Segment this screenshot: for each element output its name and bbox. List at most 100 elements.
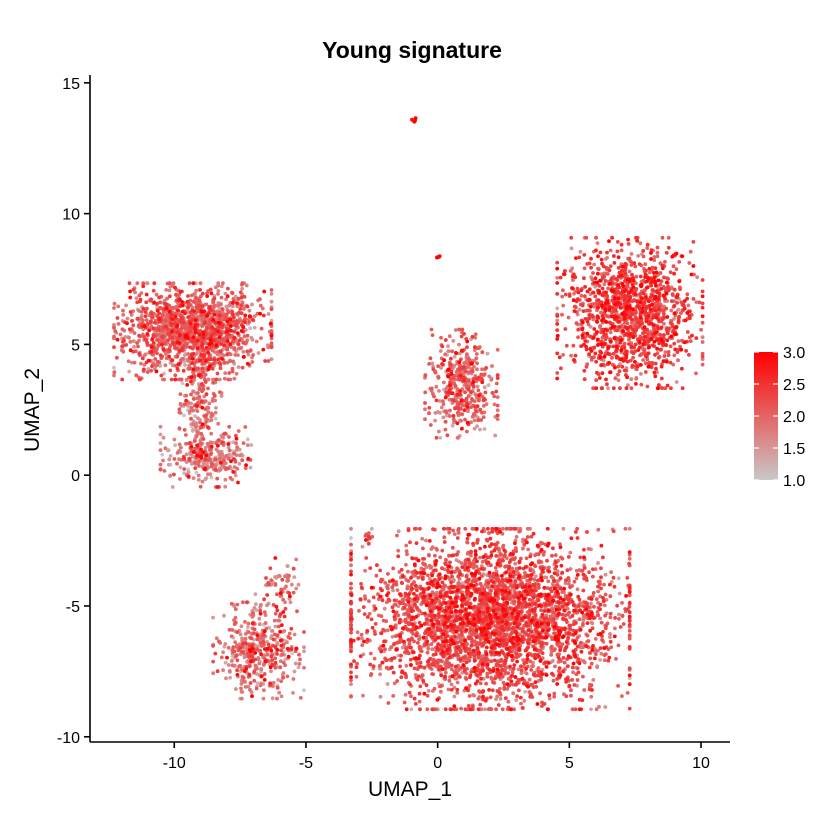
data-point [699, 327, 703, 332]
data-point [302, 688, 306, 693]
data-point [447, 530, 452, 535]
data-point [478, 681, 483, 686]
data-point [406, 569, 410, 574]
data-point [587, 570, 591, 575]
data-point [425, 707, 430, 712]
data-point [243, 425, 248, 429]
data-point [121, 308, 125, 313]
data-point [456, 410, 461, 415]
data-point [215, 371, 220, 376]
data-point [178, 465, 183, 470]
data-point [132, 345, 137, 349]
data-point [438, 349, 443, 353]
data-point [473, 332, 478, 337]
data-point [428, 356, 433, 361]
data-point [164, 352, 168, 357]
data-point [213, 457, 218, 462]
data-point [294, 586, 299, 591]
data-point [284, 584, 288, 589]
data-point [495, 694, 500, 699]
data-point [195, 409, 200, 413]
data-point [222, 361, 227, 365]
data-point [606, 286, 610, 291]
data-point [514, 698, 519, 702]
data-point [233, 294, 238, 299]
data-point [674, 267, 679, 271]
data-point [478, 555, 482, 560]
data-point [213, 464, 218, 469]
data-point [467, 370, 471, 375]
data-point [220, 307, 225, 312]
data-point [510, 630, 514, 635]
data-point [555, 569, 560, 574]
data-point [485, 584, 490, 589]
data-point [610, 356, 614, 360]
data-point [591, 678, 596, 682]
data-point [385, 682, 390, 686]
data-point [224, 676, 228, 681]
data-point [552, 694, 557, 699]
data-point [531, 685, 536, 689]
data-point [221, 650, 226, 655]
data-point [248, 465, 253, 470]
data-point [259, 603, 263, 607]
data-point [171, 281, 176, 286]
data-point [447, 334, 452, 339]
data-point [258, 303, 263, 308]
data-point [294, 557, 299, 562]
data-point [429, 386, 434, 391]
data-point [495, 395, 500, 399]
data-point [663, 260, 667, 264]
data-point [593, 567, 598, 571]
data-point [481, 404, 486, 408]
data-point [293, 661, 298, 666]
data-point [482, 385, 487, 390]
data-point [571, 343, 576, 348]
data-point [255, 666, 259, 671]
data-point [460, 327, 465, 332]
data-point [443, 427, 448, 432]
data-point [191, 299, 196, 304]
data-point [221, 668, 226, 672]
data-point [211, 377, 215, 382]
data-point [257, 661, 262, 666]
data-point [486, 383, 491, 387]
data-point [439, 689, 443, 694]
data-point [451, 339, 456, 343]
data-point [575, 587, 580, 592]
data-point [594, 652, 598, 657]
data-point [193, 414, 198, 419]
data-point [603, 592, 608, 597]
data-point [444, 557, 448, 562]
data-point [455, 566, 459, 571]
data-point [608, 635, 612, 639]
data-point [483, 707, 487, 712]
data-point [514, 549, 519, 553]
data-point [466, 378, 471, 383]
data-point [154, 292, 159, 297]
data-point [395, 679, 400, 683]
data-point [476, 418, 481, 423]
data-point [249, 443, 254, 447]
data-point [255, 647, 259, 652]
data-point [599, 620, 604, 625]
data-point [492, 394, 497, 399]
data-point [429, 327, 434, 332]
data-point [210, 412, 214, 416]
data-point [553, 664, 557, 669]
data-point [521, 546, 525, 551]
data-point [386, 628, 390, 633]
data-point [589, 683, 594, 688]
data-point [692, 272, 696, 277]
data-point [429, 642, 434, 647]
data-point [220, 452, 225, 457]
data-point [500, 707, 505, 712]
data-point [672, 317, 676, 321]
data-point [616, 378, 621, 383]
data-point [298, 696, 303, 700]
data-point [417, 637, 421, 642]
data-point [404, 549, 409, 553]
data-point [438, 435, 443, 440]
data-point [605, 314, 610, 319]
